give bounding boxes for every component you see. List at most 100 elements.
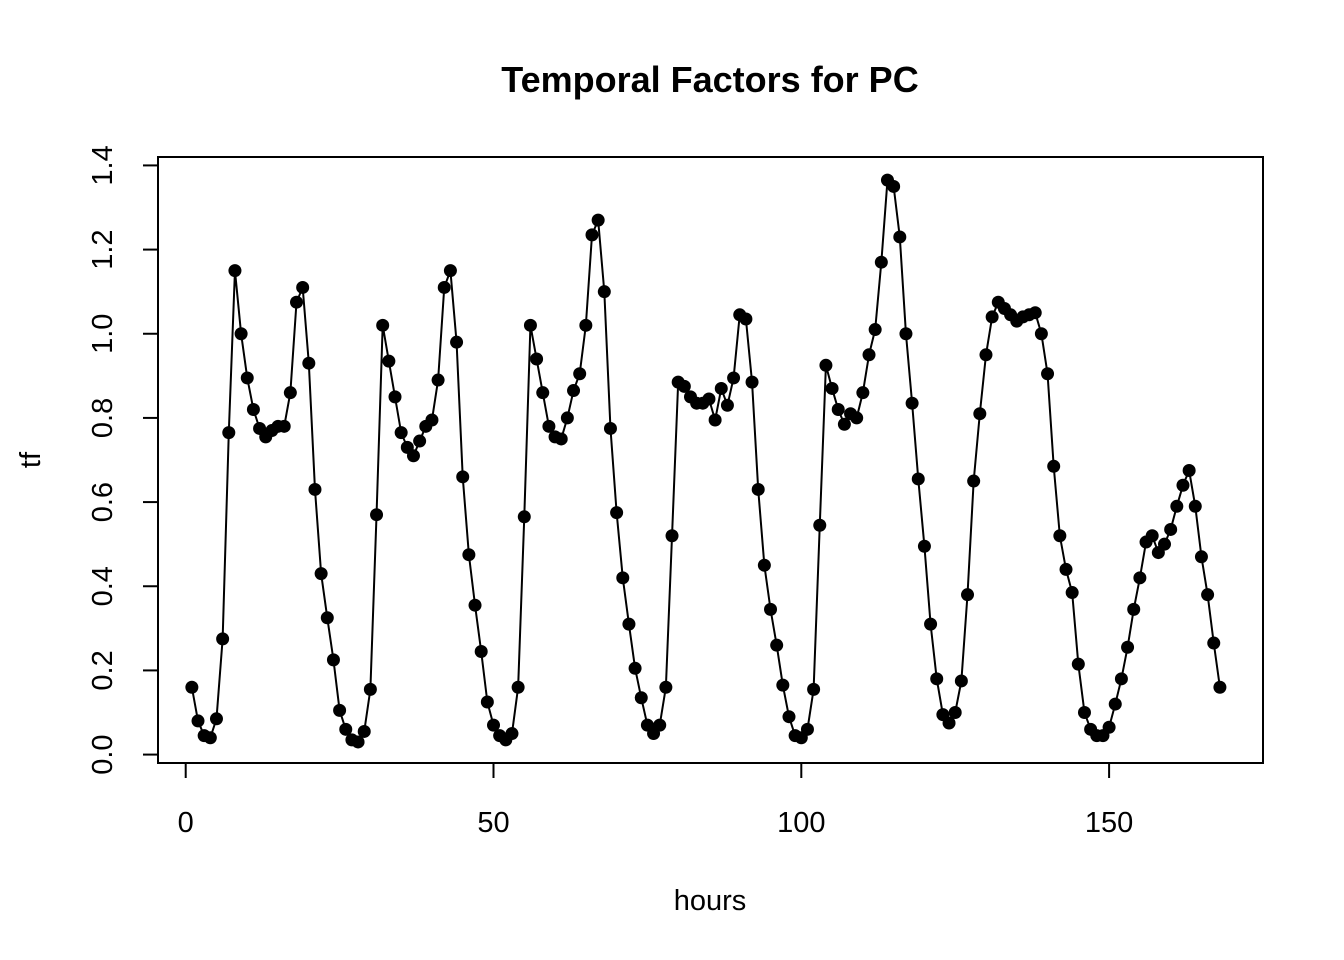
data-point (973, 407, 987, 421)
data-point (462, 548, 476, 562)
data-point (290, 295, 304, 309)
data-point (702, 392, 716, 406)
data-point (536, 386, 550, 400)
data-point (1034, 327, 1048, 341)
data-point (456, 470, 470, 484)
y-tick-label: 1.4 (87, 145, 119, 185)
data-point (677, 379, 691, 393)
data-point (222, 426, 236, 440)
data-point (283, 386, 297, 400)
x-tick-label: 150 (1085, 807, 1133, 839)
data-point (1188, 499, 1202, 513)
data-point (659, 680, 673, 694)
data-point (1114, 672, 1128, 686)
data-point (616, 571, 630, 585)
data-point (597, 285, 611, 299)
data-point (370, 508, 384, 522)
chart-title: Temporal Factors for PC (501, 59, 918, 100)
data-point (757, 558, 771, 572)
data-point (517, 510, 531, 524)
data-point (240, 371, 254, 385)
data-point (1102, 720, 1116, 734)
data-point (296, 280, 310, 294)
data-point (930, 672, 944, 686)
data-point (523, 318, 537, 332)
data-point (911, 472, 925, 486)
data-point (450, 335, 464, 349)
data-point (948, 706, 962, 719)
data-point (443, 264, 457, 278)
data-point (961, 588, 975, 602)
data-point (1059, 562, 1073, 576)
data-point (603, 421, 617, 435)
data-point (1182, 464, 1196, 478)
data-point (1041, 367, 1055, 381)
data-point (376, 318, 390, 332)
data-point (819, 358, 833, 372)
data-point (314, 567, 328, 581)
data-point (813, 518, 827, 532)
data-point (967, 474, 981, 488)
data-point (357, 724, 371, 738)
data-point (782, 710, 796, 724)
data-point (560, 411, 574, 425)
x-tick-label: 100 (777, 807, 825, 839)
data-point (228, 264, 242, 278)
data-point (437, 280, 451, 294)
data-point (868, 323, 882, 337)
data-point (382, 354, 396, 368)
data-point (1127, 602, 1141, 616)
data-point (388, 390, 402, 404)
y-tick-label: 0.8 (87, 398, 119, 438)
data-point (505, 727, 519, 741)
data-point (825, 381, 839, 395)
data-point (807, 682, 821, 696)
data-point (1065, 586, 1079, 600)
data-point (554, 432, 568, 446)
x-axis: 0 50 100 150 (178, 762, 1133, 839)
data-point (302, 356, 316, 370)
data-point (720, 398, 734, 412)
data-point (308, 482, 322, 496)
data-point (1121, 640, 1135, 654)
x-tick-label: 0 (178, 807, 194, 839)
data-point (751, 482, 765, 496)
data-point (1170, 499, 1184, 513)
data-point (185, 680, 199, 694)
data-point (320, 611, 334, 625)
data-point (585, 228, 599, 242)
data-point (394, 426, 408, 440)
data-point (216, 632, 230, 646)
data-point (567, 384, 581, 398)
data-point (1053, 529, 1067, 543)
data-point (917, 539, 931, 553)
y-tick-label: 0.2 (87, 650, 119, 690)
data-point (727, 371, 741, 385)
data-point (246, 403, 260, 416)
data-point (800, 722, 814, 736)
data-point (1108, 697, 1122, 711)
data-point (887, 179, 901, 193)
data-point (1047, 459, 1061, 473)
data-point (628, 661, 642, 675)
data-point (942, 716, 956, 730)
data-point (363, 682, 377, 696)
data-point (191, 714, 205, 728)
series-points (185, 173, 1227, 749)
data-point (1164, 522, 1178, 536)
data-point (487, 718, 500, 732)
data-point (899, 327, 913, 341)
data-point (622, 617, 636, 631)
y-tick-label: 0.4 (87, 566, 119, 606)
data-point (209, 712, 223, 726)
data-point (764, 602, 778, 616)
data-point (610, 506, 624, 520)
x-tick-label: 50 (477, 807, 509, 839)
data-point (579, 318, 593, 332)
data-point (1133, 571, 1147, 585)
data-point (856, 386, 870, 400)
y-tick-label: 0.0 (87, 734, 119, 774)
y-axis-label: tf (15, 451, 47, 468)
data-point (277, 419, 291, 433)
